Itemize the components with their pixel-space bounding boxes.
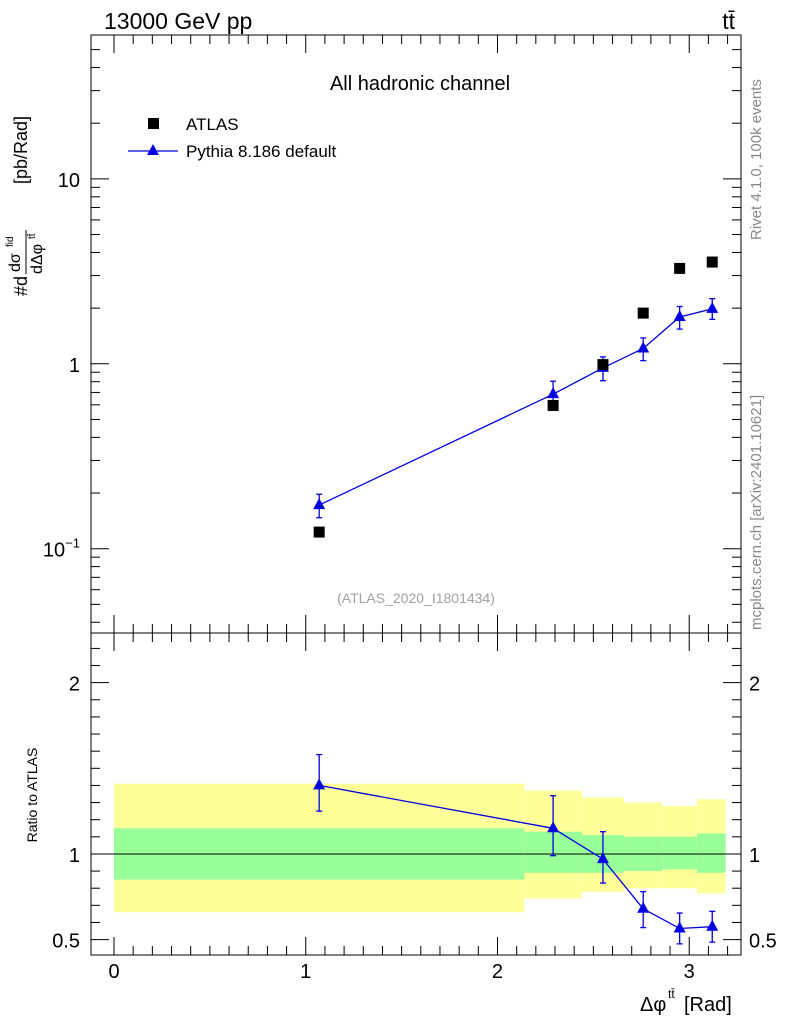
main-axis-ticks: 10−1 1 10	[43, 34, 741, 633]
ratio-data-layer	[313, 753, 719, 945]
x-label-unit: [Rad]	[684, 994, 732, 1016]
ratio-pythia-point	[706, 919, 719, 931]
y-label-numerator: dσ	[7, 253, 24, 272]
ratio-inner-band	[662, 836, 697, 870]
atlas-point	[313, 526, 325, 538]
main-data-layer	[313, 256, 719, 538]
ratio-y-tick-label-left: 2	[69, 674, 80, 696]
ratio-y-tick-label-left: 1	[69, 845, 80, 867]
pythia-point	[673, 310, 686, 322]
main-panel: 10−1 1 10 All hadronic channel (ATLAS_2020…	[5, 34, 742, 634]
pythia-line	[318, 308, 713, 506]
pythia-point	[313, 498, 326, 510]
x-tick-label: 0	[108, 961, 119, 983]
analysis-watermark: (ATLAS_2020_I1801434)	[337, 590, 495, 606]
y-label-numerator-superscript: fid	[5, 236, 16, 247]
main-y-tick-label: 1	[69, 355, 80, 377]
main-y-tick-label: 10−1	[43, 536, 80, 562]
atlas-point	[597, 359, 609, 371]
mcplots-credit-label: mcplots.cern.ch [arXiv:2401.10621]	[748, 395, 765, 630]
ratio-uncertainty-bands	[114, 783, 726, 913]
y-label-denominator: dΔφ	[29, 244, 46, 274]
atlas-point	[674, 262, 686, 274]
x-label-superscript: tt̄	[668, 987, 675, 1001]
ratio-axis-ticks: 0.5 0.5 1 1 2 2 0 1 2 3	[52, 633, 777, 983]
legend: ATLAS Pythia 8.186 default	[128, 115, 337, 161]
pythia-point	[706, 301, 719, 313]
rivet-version-label: Rivet 4.1.0, 100k events	[748, 79, 765, 240]
main-y-axis-label: [pb/Rad] #d dσ fid dΔφ tt̄	[5, 116, 46, 296]
ratio-y-tick-label-right: 1	[749, 845, 760, 867]
y-label-prefix: #d	[11, 276, 31, 296]
ratio-pythia-point	[596, 852, 609, 864]
x-tick-label: 3	[684, 961, 695, 983]
ratio-y-axis-label: Ratio to ATLAS	[24, 748, 40, 843]
process-label: tt̄	[722, 8, 735, 34]
energy-label: 13000 GeV pp	[104, 8, 252, 34]
x-tick-label: 2	[492, 961, 503, 983]
main-title: All hadronic channel	[330, 73, 510, 95]
ratio-pythia-point	[313, 778, 326, 790]
ratio-pythia-line	[319, 784, 713, 930]
atlas-point	[706, 256, 718, 268]
legend-atlas-label: ATLAS	[186, 115, 239, 134]
pythia-point	[547, 387, 560, 399]
ratio-pythia-point	[637, 901, 650, 913]
x-label-symbol: Δφ	[640, 994, 666, 1016]
ratio-pythia-point	[547, 821, 560, 833]
ratio-y-tick-label-right: 2	[749, 674, 760, 696]
main-y-tick-label: 10	[58, 170, 80, 192]
atlas-point	[637, 307, 649, 319]
legend-pythia-marker	[147, 144, 159, 155]
atlas-point	[547, 399, 559, 411]
ratio-y-tick-label-right: 0.5	[749, 931, 777, 953]
pythia-point	[637, 341, 650, 353]
ratio-y-tick-label-left: 0.5	[52, 931, 80, 953]
x-tick-label: 1	[300, 961, 311, 983]
y-label-denominator-superscript: tt̄	[26, 233, 38, 239]
ratio-inner-band	[696, 833, 726, 873]
ratio-pythia-point	[673, 921, 686, 933]
x-axis-label: Δφ tt̄ [Rad]	[640, 987, 732, 1016]
ratio-panel: 0.5 0.5 1 1 2 2 0 1 2 3 Ratio to ATLAS	[24, 632, 777, 983]
y-label-unit: [pb/Rad]	[11, 116, 31, 184]
legend-pythia-label: Pythia 8.186 default	[186, 142, 337, 161]
legend-atlas-marker	[148, 118, 159, 129]
